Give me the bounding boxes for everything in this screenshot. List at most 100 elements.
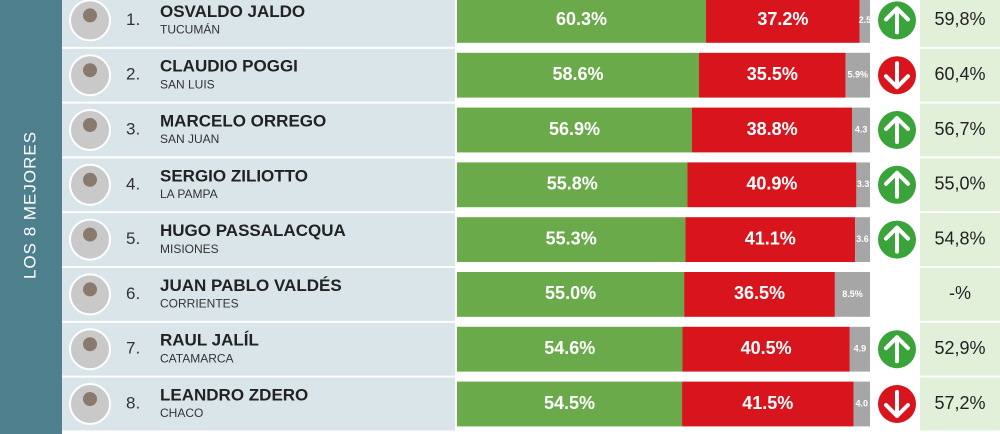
avatar-head	[83, 8, 97, 23]
bar-segment	[457, 272, 685, 317]
bar-segment	[691, 107, 853, 153]
previous: 57,2%	[934, 393, 985, 413]
bar-segment	[685, 217, 856, 262]
bar-segment	[457, 381, 683, 427]
row-bg	[62, 322, 455, 376]
province: CATAMARCA	[160, 351, 234, 365]
bar-segment	[859, 0, 870, 43]
avatar-head	[83, 392, 97, 406]
value-label: 55.0%	[545, 283, 596, 303]
province: SAN LUIS	[160, 77, 215, 91]
avatar-head	[83, 227, 97, 242]
value-label: 36.5%	[734, 283, 785, 303]
previous-bg	[920, 322, 1000, 376]
bar-segment	[853, 381, 870, 427]
value-label: 4.3	[855, 124, 868, 134]
trend-arrow	[884, 6, 910, 35]
bar-segment	[457, 217, 686, 262]
value-label: 58.6%	[552, 64, 603, 84]
province: TUCUMÁN	[160, 22, 220, 37]
previous: 52,9%	[934, 338, 985, 358]
previous: 56,7%	[934, 119, 985, 139]
row-bg	[62, 103, 455, 157]
previous: 55,0%	[934, 174, 985, 194]
bar-segment	[856, 162, 870, 208]
province: CORRIENTES	[160, 297, 239, 311]
bar-segment	[682, 326, 850, 372]
value-label: 38.8%	[747, 119, 798, 139]
previous: 59,8%	[934, 9, 985, 29]
row-bg	[62, 158, 455, 212]
value-label: 41.5%	[742, 393, 793, 413]
province: CHACO	[160, 406, 203, 420]
bar-segment	[457, 326, 683, 372]
value-label: 5.9%	[848, 70, 869, 80]
value-label: 4.0	[855, 398, 868, 408]
bar-segment	[699, 52, 846, 98]
bar-segment	[684, 272, 835, 317]
previous: 54,8%	[934, 228, 985, 248]
rank: 6.	[126, 284, 140, 303]
rank: 2.	[126, 65, 140, 84]
row-bg	[62, 48, 455, 102]
value-label: 60.3%	[556, 9, 607, 29]
value-label: 55.3%	[546, 228, 597, 248]
trend-arrow	[884, 335, 910, 364]
side-label: LOS 8 MEJORES	[20, 131, 39, 279]
value-label: 56.9%	[549, 119, 600, 139]
province: SAN JUAN	[160, 132, 219, 146]
rank: 4.	[126, 174, 140, 193]
trend-arrow	[884, 225, 910, 254]
value-label: 40.5%	[741, 338, 792, 358]
province: MISIONES	[160, 242, 219, 256]
rank: 8.	[126, 393, 140, 412]
previous-bg	[920, 158, 1000, 212]
value-label: 40.9%	[746, 174, 797, 194]
row-bg	[62, 213, 455, 266]
bar-segment	[706, 0, 860, 43]
value-label: 4.9	[854, 344, 867, 354]
bar-segment	[682, 381, 854, 427]
value-label: 35.5%	[747, 64, 798, 84]
bar-segment	[845, 52, 870, 98]
rank: 1.	[126, 10, 140, 29]
name: HUGO PASSALACQUA	[160, 221, 346, 240]
name: LEANDRO ZDERO	[160, 385, 308, 404]
value-label: 2.5	[859, 15, 872, 25]
avatar-head	[83, 63, 97, 78]
rank: 5.	[126, 229, 140, 248]
name: MARCELO ORREGO	[160, 111, 326, 130]
previous-bg	[920, 103, 1000, 157]
previous-bg	[920, 48, 1000, 102]
name: CLAUDIO POGGI	[160, 57, 298, 76]
side-band	[0, 0, 62, 434]
value-label: 41.1%	[745, 228, 796, 248]
value-label: 55.8%	[547, 174, 598, 194]
previous: 60,4%	[934, 64, 985, 84]
bar-segment	[849, 326, 870, 372]
rank: 7.	[126, 339, 140, 358]
avatar-head	[83, 118, 97, 132]
value-label: 37.2%	[757, 9, 808, 29]
value-label: 3.6	[856, 234, 869, 244]
row-bg	[62, 377, 455, 431]
avatar-head	[83, 337, 97, 352]
previous-bg	[920, 0, 1000, 47]
name: SERGIO ZILIOTTO	[160, 166, 308, 185]
name: RAUL JALÍL	[160, 331, 259, 350]
previous-bg	[920, 377, 1000, 431]
value-label: 8.5%	[842, 289, 863, 299]
bar-segment	[687, 162, 857, 208]
previous-bg	[920, 213, 1000, 266]
bar-segment	[834, 272, 870, 317]
previous: -%	[949, 283, 971, 303]
bar-segment	[852, 107, 870, 153]
row-bg	[62, 0, 455, 47]
row-bg	[62, 268, 455, 321]
value-label: 54.6%	[544, 338, 595, 358]
previous-bg	[920, 268, 1000, 321]
trend-arrow	[884, 61, 910, 90]
bar-segment	[457, 162, 688, 208]
name: JUAN PABLO VALDÉS	[160, 276, 342, 295]
value-label: 54.5%	[544, 393, 595, 413]
